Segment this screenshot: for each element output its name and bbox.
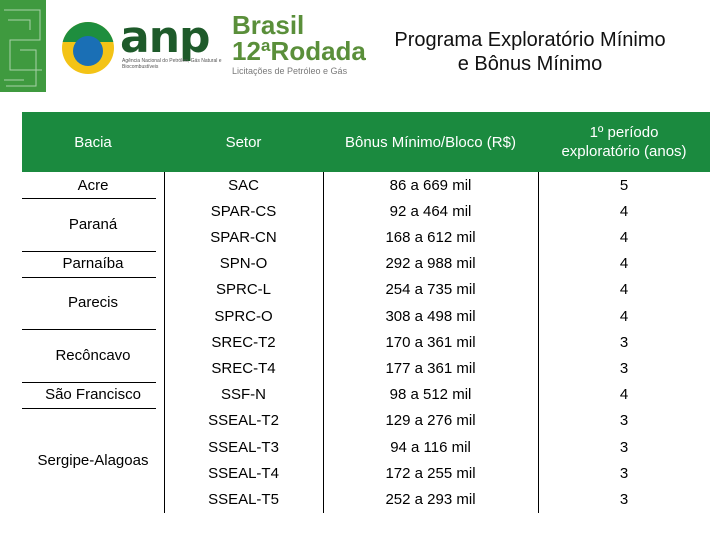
decorative-tab — [0, 0, 46, 92]
basin-cell: São Francisco — [45, 386, 141, 404]
bonus-cell: 308 a 498 mil — [385, 307, 476, 325]
periodo-cell: 4 — [619, 202, 629, 220]
setor-cell: SPAR-CS — [210, 202, 277, 220]
bonus-cell: 170 a 361 mil — [385, 333, 476, 351]
basin-divider — [22, 381, 156, 383]
anp-emblem-icon — [62, 22, 114, 74]
basin-divider — [22, 198, 156, 200]
basin-divider — [22, 329, 156, 331]
brand-line2: 12ªRodada — [232, 36, 366, 66]
setor-cell: SREC-T4 — [211, 359, 276, 377]
bid-table: Bacia Setor Bônus Mínimo/Bloco (R$) 1º p… — [22, 112, 710, 513]
column-header-setor: Setor — [225, 133, 262, 151]
basin-cell: Parnaíba — [62, 255, 124, 273]
bonus-cell: 86 a 669 mil — [389, 176, 472, 194]
table-header: Bacia Setor Bônus Mínimo/Bloco (R$) 1º p… — [22, 112, 710, 172]
brasil-12-rodada-logo: Brasil 12ªRodada Licitações de Petróleo … — [232, 10, 366, 82]
column-divider — [323, 172, 324, 513]
setor-cell: SAC — [228, 176, 259, 194]
setor-cell: SSEAL-T3 — [208, 438, 279, 456]
column-divider — [164, 172, 165, 513]
title-line-1: Programa Exploratório Mínimo — [394, 29, 666, 51]
setor-cell: SSF-N — [221, 386, 266, 404]
column-header-bacia: Bacia — [74, 133, 112, 151]
periodo-cell: 4 — [619, 255, 629, 273]
periodo-cell: 3 — [619, 438, 629, 456]
bonus-cell: 292 a 988 mil — [385, 255, 476, 273]
periodo-cell: 4 — [619, 386, 629, 404]
brand-subtitle: Licitações de Petróleo e Gás — [232, 66, 348, 76]
bonus-cell: 177 a 361 mil — [385, 359, 476, 377]
bonus-cell: 98 a 512 mil — [389, 386, 472, 404]
bonus-cell: 129 a 276 mil — [385, 412, 476, 430]
basin-divider — [22, 407, 156, 409]
bonus-cell: 94 a 116 mil — [390, 438, 471, 456]
column-header-periodo: 1º período exploratório (anos) — [561, 124, 687, 160]
setor-cell: SSEAL-T2 — [208, 412, 279, 430]
basin-divider — [22, 276, 156, 278]
basin-cell: Parecis — [67, 294, 119, 312]
title-line-2: e Bônus Mínimo — [457, 53, 603, 75]
setor-cell: SPN-O — [219, 255, 268, 273]
setor-cell: SREC-T2 — [211, 333, 276, 351]
anp-subtitle: Agência Nacional do Petróleo, Gás Natura… — [122, 58, 222, 70]
anp-wordmark: anp — [120, 12, 211, 63]
bonus-cell: 168 a 612 mil — [385, 228, 476, 246]
basin-cell: Recôncavo — [55, 346, 131, 364]
brand-line1: Brasil — [232, 10, 305, 40]
setor-cell: SPAR-CN — [210, 228, 277, 246]
basin-cell: Sergipe-Alagoas — [37, 451, 149, 469]
periodo-cell: 4 — [619, 281, 629, 299]
setor-cell: SSEAL-T4 — [208, 464, 279, 482]
bonus-cell: 92 a 464 mil — [389, 202, 472, 220]
periodo-cell: 5 — [619, 176, 629, 194]
table-body: Acre Paraná Parnaíba Parecis Recôncavo São Fr… — [22, 172, 710, 513]
basin-cell: Acre — [77, 176, 109, 194]
bonus-cell: 172 a 255 mil — [385, 464, 476, 482]
anp-logo: anp Agência Nacional do Petróleo, Gás Na… — [62, 10, 222, 80]
periodo-cell: 3 — [619, 464, 629, 482]
column-header-bonus: Bônus Mínimo/Bloco (R$) — [345, 133, 516, 151]
setor-cell: SPRC-L — [215, 281, 271, 299]
periodo-cell: 3 — [619, 359, 629, 377]
basin-divider — [22, 250, 156, 252]
basin-cell: Paraná — [68, 215, 118, 233]
periodo-cell: 3 — [619, 333, 629, 351]
decorative-pattern-icon — [4, 9, 42, 87]
periodo-cell: 3 — [619, 490, 629, 508]
periodo-cell: 3 — [619, 412, 629, 430]
bonus-cell: 252 a 293 mil — [385, 490, 476, 508]
bonus-cell: 254 a 735 mil — [385, 281, 476, 299]
column-divider — [538, 172, 539, 513]
page-title: Programa Exploratório Mínimo e Bônus Mín… — [362, 28, 698, 76]
setor-cell: SSEAL-T5 — [208, 490, 279, 508]
periodo-cell: 4 — [619, 307, 629, 325]
setor-cell: SPRC-O — [214, 307, 273, 325]
periodo-cell: 4 — [619, 228, 629, 246]
slide-header: anp Agência Nacional do Petróleo, Gás Na… — [0, 0, 720, 100]
